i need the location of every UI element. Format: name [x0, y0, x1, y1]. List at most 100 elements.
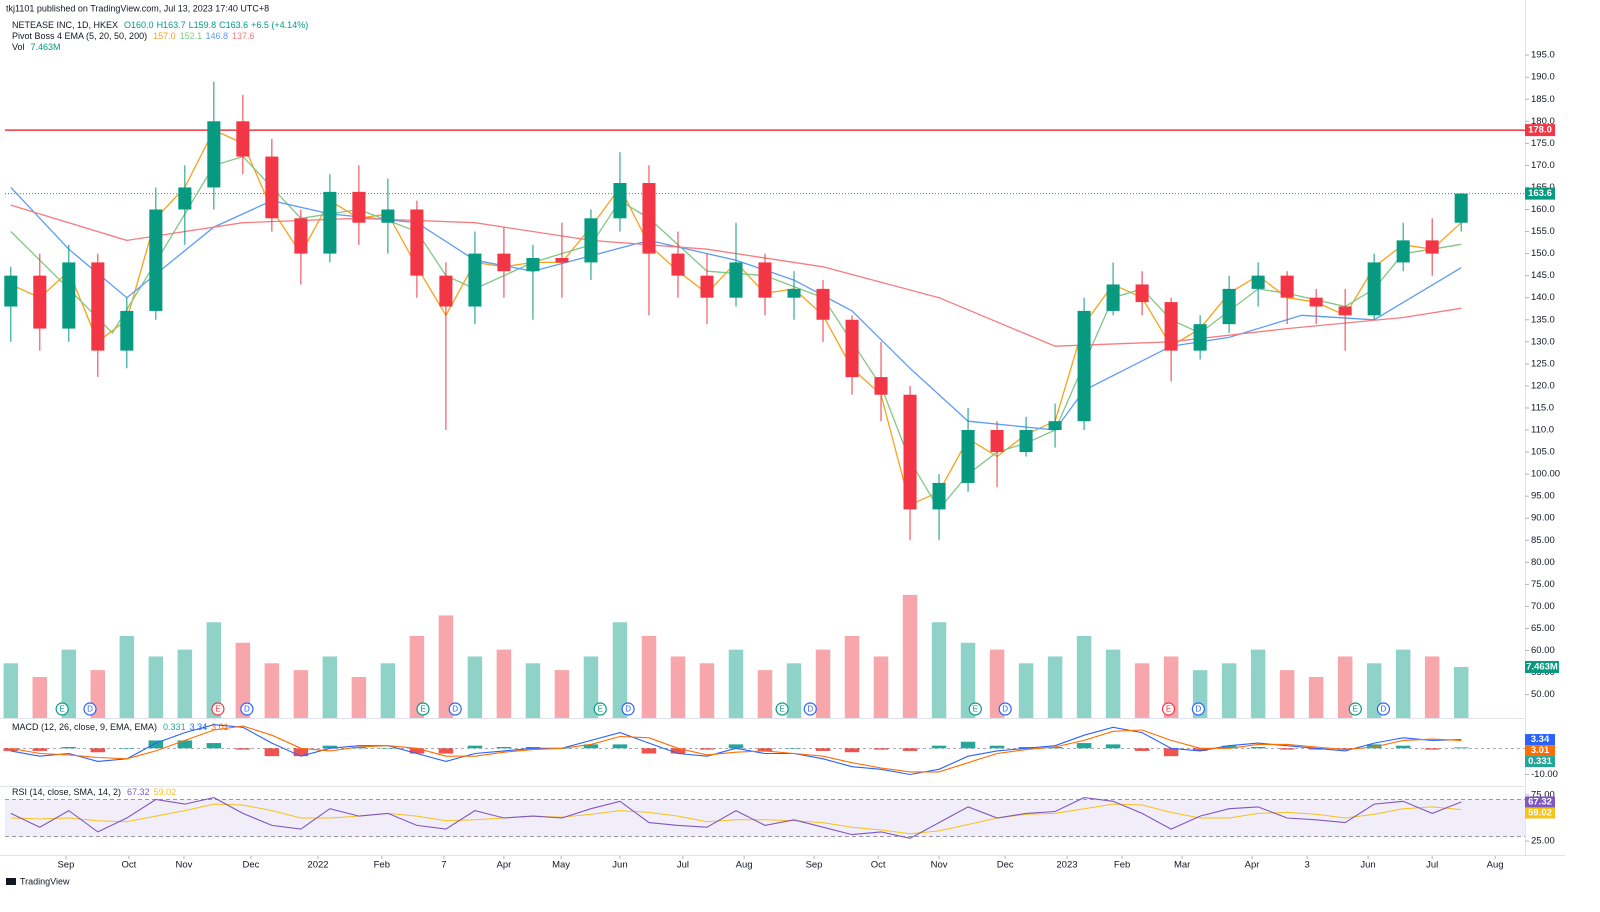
- candle-body: [642, 183, 656, 254]
- macd-histogram-bar: [1134, 748, 1150, 751]
- candle-body: [903, 394, 917, 510]
- volume-bar: [235, 642, 251, 718]
- x-tick-label: Sep: [57, 860, 74, 871]
- event-label: D: [1195, 705, 1201, 714]
- ema-legend-value: 152.1: [180, 31, 203, 41]
- x-tick-label: 2022: [307, 860, 328, 871]
- macd-histogram-bar: [1337, 748, 1353, 750]
- y-tick-label: 65.00: [1531, 623, 1555, 634]
- level-label: 178.0: [1528, 125, 1552, 136]
- rsi-legend-title: RSI (14, close, SMA, 14, 2): [12, 787, 121, 797]
- macd-histogram-bar: [1163, 748, 1179, 757]
- candle-body: [381, 209, 395, 223]
- volume-bar: [554, 670, 570, 718]
- y-tick-label: 130.0: [1531, 336, 1555, 347]
- volume-bar: [177, 649, 193, 718]
- volume-bar: [409, 635, 425, 718]
- event-label: D: [87, 705, 93, 714]
- macd-legend-value: 3.01: [211, 722, 229, 732]
- macd-histogram-bar: [931, 745, 947, 749]
- candle-body: [33, 275, 47, 329]
- event-marker: [803, 702, 817, 716]
- y-tick-label: 140.0: [1531, 292, 1555, 303]
- volume-bar: [699, 663, 715, 718]
- macd-histogram-bar: [119, 748, 135, 749]
- macd-legend: MACD (12, 26, close, 9, EMA, EMA) 0.331 3.…: [12, 722, 229, 732]
- event-label: D: [452, 705, 458, 714]
- y-tick-label: 80.00: [1531, 557, 1555, 568]
- vol-legend-title: Vol: [12, 42, 25, 52]
- volume-label-box: [1525, 660, 1559, 673]
- symbol: NETEASE INC, 1D, HKEX: [12, 20, 118, 30]
- rsi-legend: RSI (14, close, SMA, 14, 2) 67.32 59.02: [12, 787, 176, 797]
- y-tick-label: 165.0: [1531, 182, 1555, 193]
- candle-body: [1309, 297, 1323, 307]
- candle-body: [932, 482, 946, 510]
- macd-histogram-bar: [1366, 744, 1382, 749]
- candle-body: [526, 258, 540, 272]
- macd-histogram-bar: [467, 745, 483, 749]
- event-marker: [1191, 702, 1205, 716]
- x-tick-label: 7: [441, 860, 446, 871]
- ema-legend-title: Pivot Boss 4 EMA (5, 20, 50, 200): [12, 31, 147, 41]
- macd-histogram-bar: [206, 743, 222, 749]
- logo-mark: [6, 878, 16, 885]
- volume-bar: [757, 670, 773, 718]
- y-tick-label: 90.00: [1531, 513, 1555, 524]
- macd-line: [10, 724, 1462, 776]
- ema-legend-value: 146.8: [205, 31, 228, 41]
- event-marker: [968, 702, 982, 716]
- volume-bar: [380, 663, 396, 718]
- macd-histogram-bar: [873, 748, 889, 750]
- candle-body: [816, 288, 830, 320]
- macd-label-box: [1525, 734, 1555, 746]
- x-tick-label: Aug: [1487, 860, 1504, 871]
- y-tick-label: 70.00: [1531, 601, 1555, 612]
- volume-bar: [351, 676, 367, 718]
- volume-bar: [1076, 635, 1092, 718]
- rsi-y-tick-label: 25.00: [1531, 836, 1555, 847]
- candle-body: [4, 275, 18, 307]
- event-label: E: [973, 705, 978, 714]
- rsi-line: [10, 797, 1462, 839]
- candle-body: [874, 377, 888, 395]
- level-label-box: [1525, 124, 1555, 137]
- macd-legend-value: 0.331: [163, 722, 186, 732]
- candle-body: [613, 183, 627, 219]
- y-tick-label: 110.0: [1531, 425, 1554, 436]
- volume-bar: [1395, 649, 1411, 718]
- macd-histogram-bar: [960, 741, 976, 749]
- macd-histogram-bar: [989, 745, 1005, 749]
- event-label: E: [215, 705, 220, 714]
- event-label: E: [1353, 705, 1358, 714]
- candle-body: [1222, 288, 1236, 325]
- candle-body: [265, 156, 279, 219]
- candle-body: [178, 187, 192, 210]
- event-label: D: [1002, 705, 1008, 714]
- candle-body: [1338, 306, 1352, 316]
- volume-bar: [3, 663, 19, 718]
- volume-bar: [1308, 676, 1324, 718]
- event-label: E: [1166, 705, 1171, 714]
- macd-label: 3.34: [1531, 734, 1550, 745]
- rsi-label-box: [1525, 807, 1555, 819]
- candle-body: [120, 310, 134, 351]
- x-tick-label: Apr: [497, 860, 512, 871]
- macd-histogram-bar: [1250, 746, 1266, 749]
- candle-body: [700, 275, 714, 298]
- y-tick-label: 170.0: [1531, 160, 1555, 171]
- volume-bar: [1105, 649, 1121, 718]
- event-marker: [1161, 702, 1176, 716]
- event-marker: [1376, 702, 1391, 716]
- last-price-box: [1525, 187, 1555, 200]
- event-marker: [416, 702, 430, 716]
- x-tick-label: Aug: [736, 860, 753, 871]
- event-label: D: [625, 705, 631, 714]
- volume-bar: [293, 670, 309, 718]
- volume-bar: [467, 656, 483, 718]
- y-tick-label: 185.0: [1531, 94, 1555, 105]
- volume-bar: [844, 635, 860, 718]
- event-label: E: [59, 705, 64, 714]
- macd-histogram-bar: [90, 748, 106, 753]
- candle-body: [990, 430, 1004, 453]
